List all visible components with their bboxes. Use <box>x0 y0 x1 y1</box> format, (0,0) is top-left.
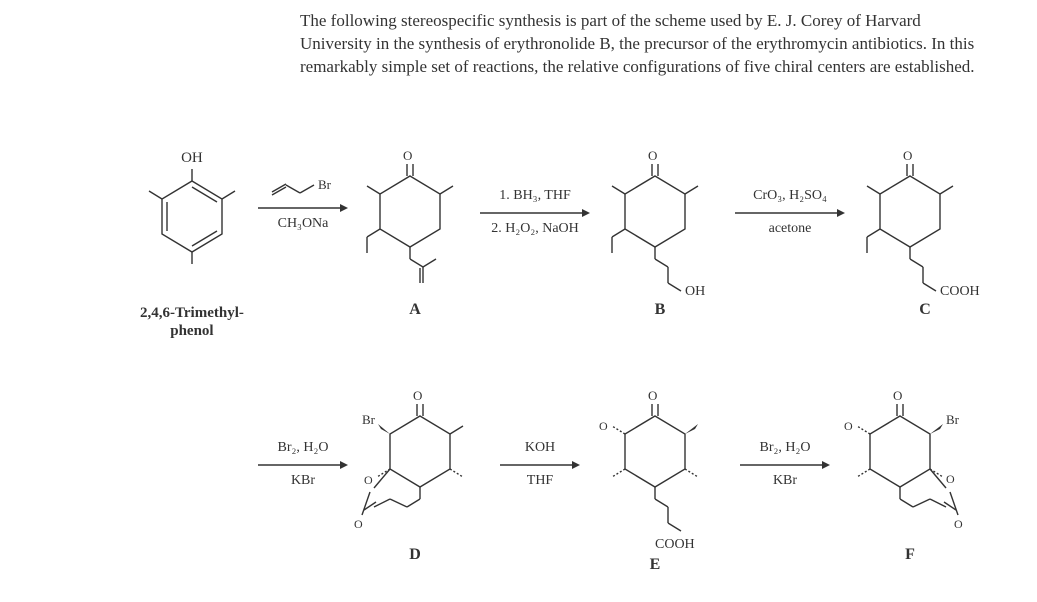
arrow3-line2: acetone <box>769 221 812 238</box>
svg-text:O: O <box>648 150 657 163</box>
structure-starting-material: OH 2,4,6-Trimethyl- phenol <box>140 150 244 340</box>
arrow2-line2: 2. H₂O₂, NaOH <box>491 221 579 238</box>
svg-text:O: O <box>648 390 657 403</box>
label-a: A <box>409 301 421 319</box>
arrow6-line2: KBr <box>773 473 797 490</box>
starting-name-line1: 2,4,6-Trimethyl- <box>140 305 244 321</box>
structure-e: O O COOH E <box>585 390 725 574</box>
compound-c-svg: O COOH <box>860 150 990 295</box>
svg-text:Br: Br <box>362 412 376 427</box>
arrow-5: KOH THF <box>500 440 580 490</box>
oh-label: OH <box>181 150 203 167</box>
structure-c: O COOH C <box>860 150 990 319</box>
arrow5-line2: THF <box>527 473 553 490</box>
structure-a: O A <box>365 150 465 319</box>
allyl-bromide-icon: Br <box>268 180 338 198</box>
arrow-6: Br₂, H₂O KBr <box>740 440 830 490</box>
svg-text:O: O <box>946 472 955 486</box>
compound-b-svg: O OH <box>605 150 715 295</box>
label-e: E <box>650 556 661 574</box>
svg-text:O: O <box>413 390 422 403</box>
svg-text:O: O <box>403 150 412 163</box>
label-d: D <box>409 546 421 564</box>
arrow-2: 1. BH₃, THF 2. H₂O₂, NaOH <box>480 188 590 238</box>
starting-name-line2: phenol <box>170 323 213 339</box>
svg-text:O: O <box>599 419 608 433</box>
compound-e-svg: O O COOH <box>585 390 725 550</box>
phenol-ring <box>147 169 237 264</box>
svg-text:Br: Br <box>318 180 332 192</box>
label-c: C <box>919 301 931 319</box>
intro-paragraph: The following stereospecific synthesis i… <box>300 10 980 79</box>
structure-b: O OH B <box>605 150 715 319</box>
starting-name: 2,4,6-Trimethyl- phenol <box>140 304 244 340</box>
compound-a-svg: O <box>365 150 465 295</box>
compound-f-svg: O Br O O O <box>830 390 990 540</box>
arrow-3: CrO₃, H₂SO₄ acetone <box>735 188 845 238</box>
svg-text:Br: Br <box>946 412 960 427</box>
svg-text:O: O <box>364 473 373 487</box>
arrow6-line1: Br₂, H₂O <box>760 440 811 457</box>
arrow5-line1: KOH <box>525 440 555 457</box>
svg-text:COOH: COOH <box>940 284 980 295</box>
structure-d: O Br O O D <box>350 390 480 564</box>
svg-text:O: O <box>954 517 963 531</box>
structure-f: O Br O O O F <box>830 390 990 564</box>
svg-text:O: O <box>893 390 902 403</box>
svg-text:OH: OH <box>685 284 705 295</box>
svg-text:O: O <box>844 419 853 433</box>
compound-d-svg: O Br O O <box>350 390 480 540</box>
arrow4-line2: KBr <box>291 473 315 490</box>
svg-text:COOH: COOH <box>655 537 695 550</box>
arrow-4: Br₂, H₂O KBr <box>258 440 348 490</box>
label-f: F <box>905 546 915 564</box>
arrow3-line1: CrO₃, H₂SO₄ <box>753 188 827 205</box>
label-b: B <box>655 301 666 319</box>
arrow4-line1: Br₂, H₂O <box>278 440 329 457</box>
arrow2-line1: 1. BH₃, THF <box>499 188 571 205</box>
arrow-1: Br CH₃ONa <box>258 180 348 233</box>
svg-text:O: O <box>354 517 363 531</box>
svg-text:O: O <box>903 150 912 163</box>
arrow1-solvent: CH₃ONa <box>278 216 329 233</box>
